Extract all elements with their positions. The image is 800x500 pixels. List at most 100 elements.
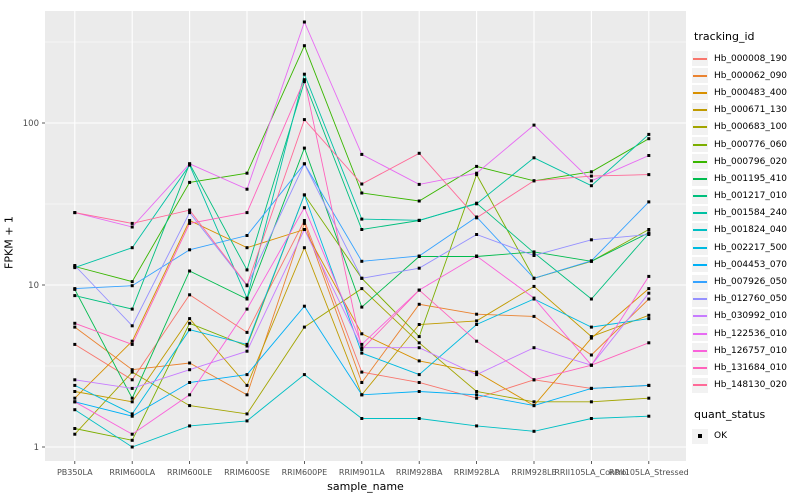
legend-line-icon [693, 263, 707, 266]
data-point [130, 221, 134, 225]
data-point [245, 171, 249, 175]
legend-key-swatch [692, 51, 708, 67]
data-point [475, 254, 479, 258]
data-point [130, 438, 134, 442]
data-point [245, 349, 249, 353]
data-point [647, 396, 651, 400]
data-point [589, 386, 593, 390]
data-point [302, 78, 306, 82]
legend-item-label: Hb_000671_130 [714, 105, 788, 116]
data-point [360, 217, 364, 221]
legend-item-label: Hb_001824_040 [714, 225, 788, 236]
data-point [302, 20, 306, 24]
data-point [532, 314, 536, 318]
data-point [130, 445, 134, 449]
data-point [245, 211, 249, 215]
legend-line-icon [693, 212, 707, 215]
data-point [475, 390, 479, 393]
data-point [589, 170, 593, 174]
data-point [73, 400, 77, 404]
legend-key-swatch [692, 171, 708, 187]
data-point [589, 363, 593, 367]
legend-title-quant-status: quant_status [694, 407, 766, 421]
data-point [302, 221, 306, 225]
legend-key-swatch [692, 222, 708, 238]
data-point [130, 378, 134, 382]
data-point [532, 254, 536, 257]
data-point [360, 152, 364, 156]
legend-item-label: OK [714, 431, 727, 442]
data-point [417, 288, 421, 292]
legend: tracking_id Hb_000008_190 Hb_000062_090 Hb… [692, 30, 798, 459]
data-point [302, 72, 306, 76]
data-point [188, 321, 192, 325]
legend-item-Hb_001217_010: Hb_001217_010 [692, 188, 798, 205]
legend-item-Hb_001584_240: Hb_001584_240 [692, 205, 798, 222]
legend-key-swatch [692, 154, 708, 170]
legend-item-label: Hb_004453_070 [714, 259, 788, 270]
data-point [475, 171, 479, 175]
legend-item-label: Hb_148130_020 [714, 380, 788, 391]
y-tick-label: 1 [34, 443, 39, 453]
legend-item-label: Hb_012760_050 [714, 294, 788, 305]
data-point [589, 259, 593, 263]
data-point [532, 179, 536, 183]
data-point [417, 218, 421, 222]
data-point [302, 193, 306, 197]
legend-item-Hb_001824_040: Hb_001824_040 [692, 222, 798, 239]
data-point [73, 383, 77, 387]
data-point [188, 328, 192, 332]
x-axis-title: sample_name [327, 480, 404, 493]
data-point [475, 233, 479, 236]
legend-line-icon [693, 143, 707, 146]
data-point [360, 228, 364, 231]
legend-item-Hb_002217_500: Hb_002217_500 [692, 239, 798, 256]
data-point [73, 266, 77, 270]
legend-line-icon [693, 349, 707, 352]
legend-item-label: Hb_001217_010 [714, 191, 788, 202]
legend-item-label: Hb_126757_010 [714, 345, 788, 356]
data-point [245, 307, 249, 311]
data-point [589, 179, 593, 183]
legend-key-swatch [692, 119, 708, 135]
data-point [302, 44, 306, 48]
legend-item-Hb_000683_100: Hb_000683_100 [692, 119, 798, 136]
data-point [302, 206, 306, 210]
data-point [130, 225, 134, 229]
data-point [302, 146, 306, 150]
legend-key-swatch [692, 377, 708, 393]
data-point [245, 234, 249, 237]
legend-item-label: Hb_000683_100 [714, 122, 788, 133]
data-point [532, 123, 536, 127]
legend-item-label: Hb_001195_410 [714, 173, 788, 184]
data-point [360, 276, 364, 280]
data-point [589, 325, 593, 329]
data-point [360, 182, 364, 186]
legend-line-icon [693, 246, 707, 249]
data-point [589, 238, 593, 242]
legend-item-label: Hb_002217_500 [714, 242, 788, 253]
legend-key-swatch [692, 240, 708, 256]
data-point [130, 386, 134, 390]
data-point [245, 383, 249, 387]
panel-background [45, 11, 686, 461]
data-point [130, 414, 134, 418]
data-point [188, 248, 192, 252]
data-point [73, 211, 77, 215]
data-point [532, 378, 536, 382]
data-point [647, 137, 651, 141]
data-point [647, 233, 651, 236]
legend-item-label: Hb_131684_010 [714, 362, 788, 373]
legend-item-label: Hb_000483_400 [714, 87, 788, 98]
data-point [475, 319, 479, 323]
legend-line-icon [693, 109, 707, 112]
data-point [589, 417, 593, 420]
x-tick-label: RRIM901LA [339, 468, 385, 477]
legend-item-label: Hb_122536_010 [714, 328, 788, 339]
legend-line-icon [693, 177, 707, 180]
data-point [360, 417, 364, 420]
data-point [532, 276, 536, 280]
legend-item-Hb_004453_070: Hb_004453_070 [692, 256, 798, 273]
data-point [188, 361, 192, 365]
